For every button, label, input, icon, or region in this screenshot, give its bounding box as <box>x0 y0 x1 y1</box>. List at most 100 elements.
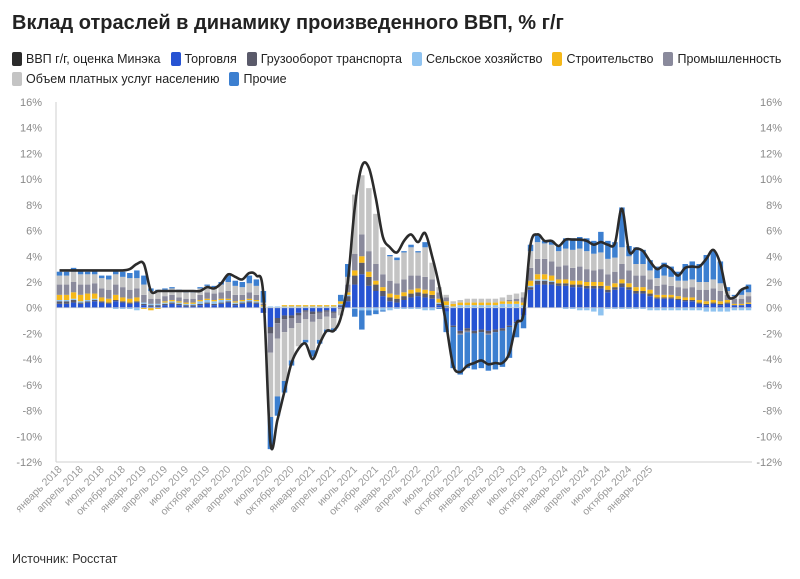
bar-segment <box>696 300 703 303</box>
bar-segment <box>499 297 506 302</box>
bar-segment <box>274 318 281 324</box>
bar-segment <box>689 261 695 280</box>
bar-segment <box>464 298 471 303</box>
bar-segment <box>717 305 724 308</box>
bar-segment <box>113 294 119 300</box>
bar-segment <box>527 251 534 268</box>
bar-segment <box>295 307 302 313</box>
bar-segment <box>162 289 168 297</box>
bar-segment <box>724 300 731 303</box>
bar-segment <box>91 298 98 300</box>
bar-segment <box>689 287 695 298</box>
bar-segment <box>84 301 91 303</box>
bar-segment <box>141 294 147 303</box>
bar-segment <box>141 303 147 306</box>
bar-segment <box>330 306 337 308</box>
bar-segment <box>598 252 604 270</box>
bar-segment <box>710 279 717 289</box>
bar-segment <box>689 300 695 302</box>
bar-segment <box>408 244 414 248</box>
bar-segment <box>366 276 372 286</box>
bar-segment <box>696 282 703 290</box>
bar-segment <box>710 303 717 308</box>
bar-segment <box>478 332 485 369</box>
bar-segment <box>169 302 175 304</box>
bar-segment <box>640 307 646 309</box>
bar-segment <box>492 307 499 330</box>
bar-segment <box>738 289 745 295</box>
bar-segment <box>70 300 77 303</box>
bar-segment <box>113 307 119 309</box>
bar-segment <box>724 303 731 308</box>
bar-segment <box>169 287 175 289</box>
y-tick-label-left: 6% <box>26 226 42 238</box>
bar-segment <box>352 270 358 276</box>
bar-segment <box>717 301 724 304</box>
bar-segment <box>218 302 224 304</box>
bar-segment <box>134 288 140 298</box>
bar-segment <box>323 307 330 311</box>
bar-segment <box>682 301 688 308</box>
bar-segment <box>401 292 407 297</box>
bar-segment <box>169 300 175 302</box>
bar-segment <box>626 256 632 271</box>
bar-segment <box>113 301 119 308</box>
bar-segment <box>309 306 316 308</box>
bar-segment <box>408 275 414 290</box>
bar-segment <box>520 297 527 303</box>
y-tick-label-left: 2% <box>26 277 42 289</box>
bar-segment <box>190 306 196 308</box>
bar-segment <box>225 291 231 299</box>
bar-segment <box>127 303 133 308</box>
bar-segment <box>309 350 316 357</box>
bar-segment <box>190 292 196 299</box>
bar-segment <box>429 294 435 299</box>
bar-segment <box>295 315 302 324</box>
bar-segment <box>380 307 386 311</box>
bar-segment <box>239 287 246 295</box>
bar-segment <box>148 306 154 308</box>
bar-segment <box>225 301 231 303</box>
bar-segment <box>612 283 618 288</box>
bar-segment <box>675 296 681 299</box>
bar-segment <box>696 307 703 311</box>
bar-segment <box>84 284 91 294</box>
bar-segment <box>633 247 639 264</box>
bar-segment <box>176 302 182 304</box>
bar-segment <box>541 284 548 308</box>
bar-segment <box>359 262 365 275</box>
bar-segment <box>169 303 175 308</box>
bar-segment <box>408 297 414 308</box>
bar-segment <box>422 242 428 248</box>
bar-segment <box>450 301 456 304</box>
bar-segment <box>436 303 442 306</box>
bar-segment <box>373 213 379 264</box>
bar-segment <box>91 300 98 302</box>
bar-segment <box>225 282 231 291</box>
bar-segment <box>70 302 77 308</box>
bar-segment <box>485 305 492 308</box>
y-tick-label-left: 0% <box>26 303 42 315</box>
legend-label: Промышленность <box>677 52 782 66</box>
bar-segment <box>668 307 674 311</box>
bar-segment <box>724 307 731 312</box>
bar-segment <box>541 280 548 285</box>
y-tick-label-right: -8% <box>762 406 782 418</box>
bar-segment <box>394 294 400 299</box>
bar-segment <box>183 303 189 306</box>
legend-item: Торговля <box>170 50 237 68</box>
bar-segment <box>738 298 745 304</box>
bar-segment <box>70 271 77 282</box>
bar-segment <box>366 307 372 311</box>
bar-segment <box>246 292 253 299</box>
bar-segment <box>204 300 210 303</box>
bar-segment <box>141 284 147 295</box>
bar-segment <box>239 303 246 308</box>
bar-segment <box>647 279 653 290</box>
bar-segment <box>359 234 365 257</box>
bar-segment <box>63 300 70 302</box>
bar-segment <box>422 297 428 308</box>
bar-segment <box>387 293 393 298</box>
bar-segment <box>633 275 639 288</box>
bar-segment <box>345 292 351 295</box>
